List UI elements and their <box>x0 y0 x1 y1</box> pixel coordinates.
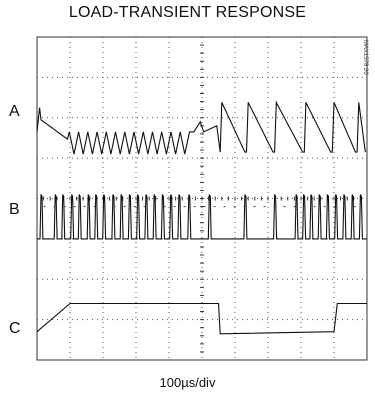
series-b-line <box>37 194 367 240</box>
scope-traces <box>36 100 367 335</box>
chart-title: LOAD-TRANSIENT RESPONSE <box>68 4 307 21</box>
scope-grid <box>36 36 368 361</box>
trace-label-c: C <box>9 320 21 337</box>
part-number: MAX1578 20 <box>362 40 368 75</box>
x-scale-label: 100µs/div <box>159 375 216 390</box>
trace-label-b: B <box>9 201 20 218</box>
series-a-line <box>36 100 366 155</box>
series-c-line <box>36 302 367 335</box>
trace-label-a: A <box>9 103 20 120</box>
